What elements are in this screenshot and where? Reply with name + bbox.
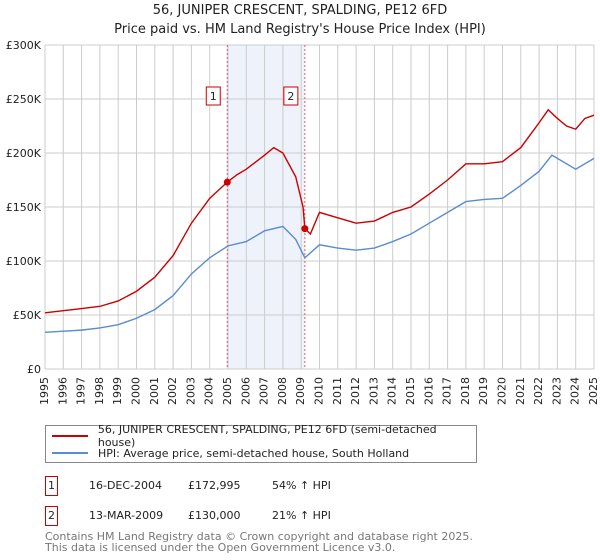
footer: Contains HM Land Registry data © Crown c… [45, 531, 473, 553]
x-tick-label: 2014 [386, 377, 399, 405]
x-tick-label: 2012 [349, 377, 362, 405]
legend-item-property: 56, JUNIPER CRESCENT, SPALDING, PE12 6FD… [52, 423, 476, 449]
series-line [44, 154, 595, 333]
chart-subtitle: Price paid vs. HM Land Registry's House … [114, 22, 486, 37]
x-tick-label: 2004 [203, 377, 216, 405]
y-tick-label: £100K [6, 255, 42, 268]
sale-hpi-diff: 21% ↑ HPI [272, 509, 331, 522]
x-tick-label: 2021 [514, 377, 527, 405]
sale-label: 1 [210, 90, 217, 103]
x-tick-label: 2017 [441, 377, 454, 405]
x-tick-label: 2013 [367, 377, 380, 405]
x-tick-label: 2010 [313, 377, 326, 405]
sale-marker-badge: 2 [45, 506, 58, 526]
x-tick-label: 1996 [56, 377, 69, 405]
x-tick-label: 2002 [166, 377, 179, 405]
x-tick-label: 2018 [459, 377, 472, 405]
x-tick-label: 2001 [148, 377, 161, 405]
x-tick-label: 2025 [587, 377, 600, 405]
x-tick-label: 2011 [331, 377, 344, 405]
legend-item-hpi: HPI: Average price, semi-detached house,… [52, 445, 409, 461]
y-tick-label: £250K [6, 93, 42, 106]
x-tick-label: 1998 [93, 377, 106, 405]
sale-price: £172,995 [188, 479, 241, 492]
x-tick-label: 2023 [550, 377, 563, 405]
y-tick-label: £300K [6, 39, 42, 52]
legend-swatch [52, 435, 88, 437]
y-tick-label: £200K [6, 147, 42, 160]
x-tick-label: 2015 [404, 377, 417, 405]
sale-date: 16-DEC-2004 [89, 479, 163, 492]
x-tick-label: 1999 [111, 377, 124, 405]
legend: 56, JUNIPER CRESCENT, SPALDING, PE12 6FD… [45, 423, 477, 463]
x-tick-label: 2000 [130, 377, 143, 405]
legend-swatch [52, 452, 88, 454]
x-tick-label: 2003 [184, 377, 197, 405]
line-chart: 1995 1996 1997 1998 1999 2000 2001 2002 2003 2004… [6, 39, 600, 405]
y-tick-label: £150K [6, 201, 42, 214]
sale-point [223, 178, 231, 186]
legend-label: 56, JUNIPER CRESCENT, SPALDING, PE12 6FD… [97, 423, 437, 449]
x-tick-label: 1997 [75, 377, 88, 405]
footer-line: This data is licensed under the Open Gov… [45, 541, 396, 554]
sale-hpi-diff: 54% ↑ HPI [272, 479, 331, 492]
x-tick-label: 2007 [258, 377, 271, 405]
x-tick-label: 2005 [221, 377, 234, 405]
x-tick-label: 2019 [477, 377, 490, 405]
sale-label-box [283, 86, 299, 106]
sale-point [301, 225, 309, 233]
sale-label-box [205, 86, 221, 106]
x-tick-label: 2008 [276, 377, 289, 405]
x-tick-label: 1995 [38, 377, 51, 405]
x-tick-label: 2020 [496, 377, 509, 405]
sale-label: 2 [287, 90, 294, 103]
x-tick-label: 2016 [422, 377, 435, 405]
y-tick-label: £0 [27, 363, 41, 376]
footer-line: Contains HM Land Registry data © Crown c… [45, 530, 473, 543]
sale-marker-badge: 1 [45, 476, 58, 496]
x-tick-label: 2006 [239, 377, 252, 405]
chart-title: 56, JUNIPER CRESCENT, SPALDING, PE12 6FD [152, 3, 448, 18]
series-line [44, 108, 595, 314]
sale-date: 13-MAR-2009 [89, 509, 164, 522]
x-tick-label: 2024 [569, 377, 582, 405]
legend-label: HPI: Average price, semi-detached house,… [98, 446, 410, 460]
sale-price: £130,000 [188, 509, 241, 522]
x-tick-label: 2009 [294, 377, 307, 405]
x-tick-label: 2022 [532, 377, 545, 405]
y-tick-label: £50K [13, 309, 42, 322]
